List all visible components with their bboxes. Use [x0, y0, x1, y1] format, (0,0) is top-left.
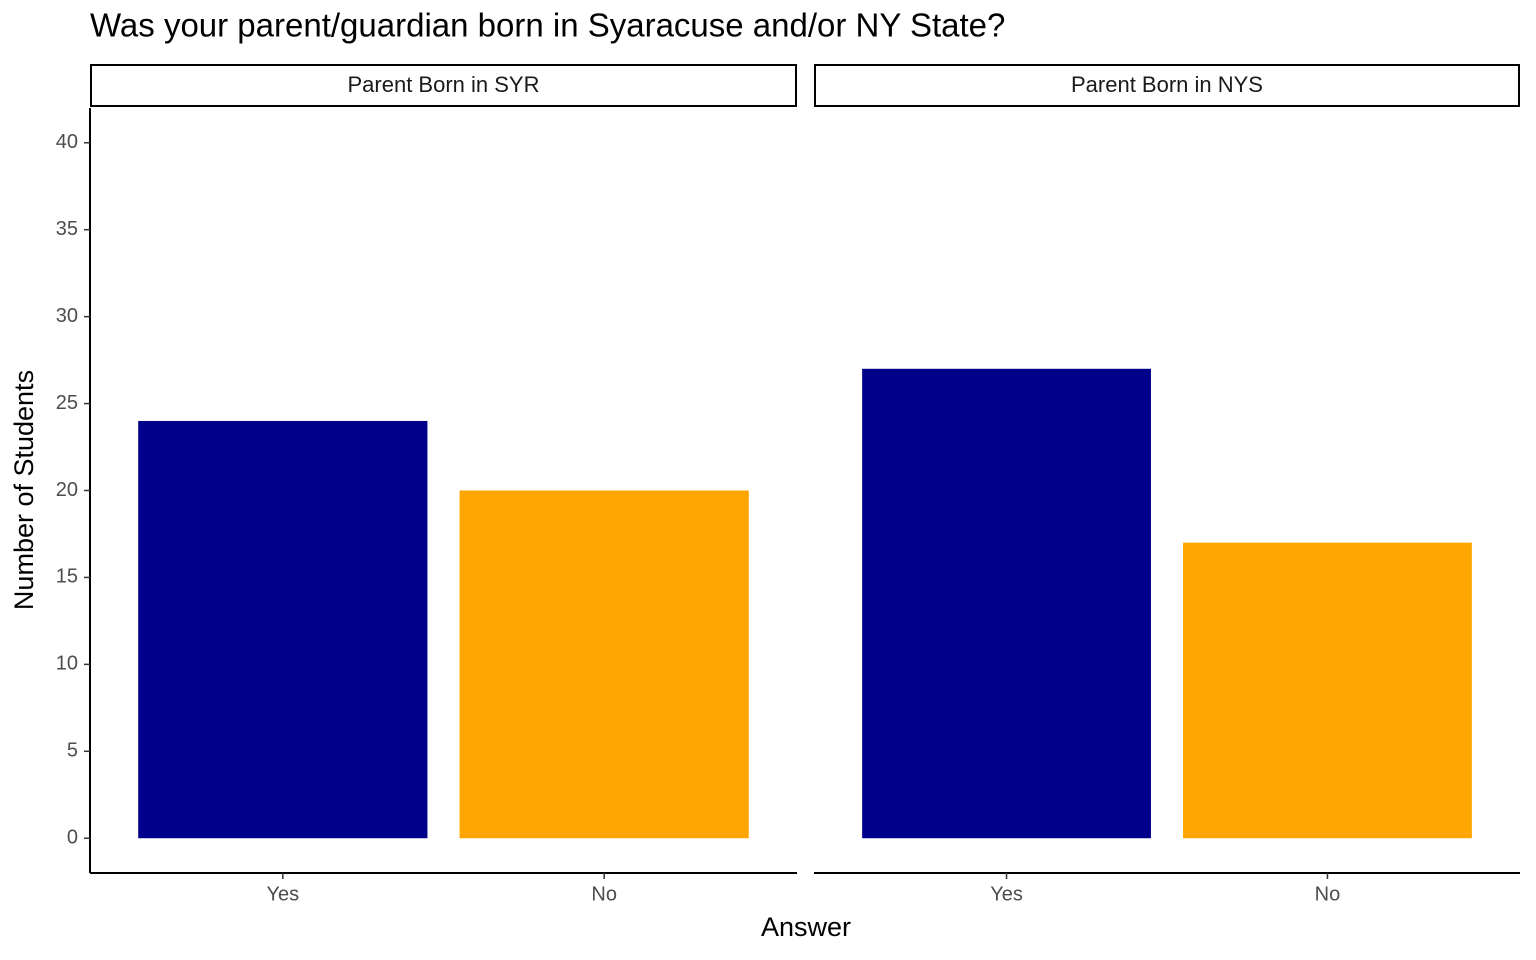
y-tick-label: 40 [56, 131, 78, 153]
x-tick-label: Yes [990, 883, 1023, 905]
y-tick-label: 5 [67, 740, 78, 762]
y-tick-label: 35 [56, 218, 78, 240]
y-axis-label: Number of Students [9, 370, 39, 610]
strip [90, 64, 797, 107]
strip [814, 64, 1520, 107]
x-tick-label: No [591, 883, 617, 905]
y-tick-label: 15 [56, 566, 78, 588]
x-axis-label: Answer [761, 912, 851, 942]
strip-label: Parent Born in NYS [1071, 72, 1263, 97]
x-tick-label: Yes [266, 883, 299, 905]
bar [138, 420, 428, 839]
y-tick-label: 20 [56, 479, 78, 501]
y-tick-label: 10 [56, 653, 78, 675]
y-tick-label: 30 [56, 305, 78, 327]
bar [1183, 542, 1472, 839]
y-tick-label: 25 [56, 392, 78, 414]
x-tick-label: No [1315, 883, 1341, 905]
bar [459, 490, 749, 839]
strip-label: Parent Born in SYR [348, 72, 540, 97]
chart-title: Was your parent/guardian born in Syaracu… [90, 7, 1005, 44]
bar [862, 368, 1151, 839]
y-tick-label: 0 [67, 827, 78, 849]
